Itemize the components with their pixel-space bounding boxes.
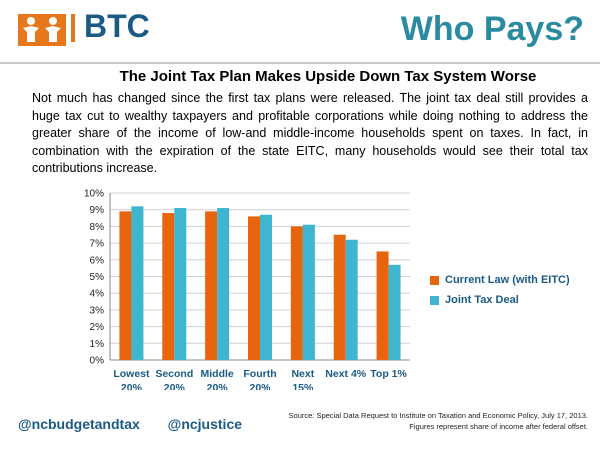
bar-current-law bbox=[205, 211, 218, 360]
x-category-label: Next bbox=[291, 368, 314, 380]
chart-legend: Current Law (with EITC) Joint Tax Deal bbox=[430, 274, 570, 314]
x-category-label: Fourth bbox=[243, 368, 276, 380]
btc-logo bbox=[14, 8, 154, 52]
header-divider bbox=[0, 62, 600, 64]
legend-item-current-law: Current Law (with EITC) bbox=[430, 274, 570, 286]
legend-item-joint-tax-deal: Joint Tax Deal bbox=[430, 294, 570, 306]
bar-current-law bbox=[333, 234, 346, 360]
bar-current-law bbox=[290, 226, 303, 360]
bar-current-law bbox=[248, 216, 260, 360]
x-category-label: Next 4% bbox=[325, 368, 367, 380]
bar-joint-tax-deal bbox=[345, 239, 358, 360]
y-tick-label: 1% bbox=[90, 339, 105, 350]
y-tick-label: 5% bbox=[90, 272, 105, 283]
y-tick-label: 8% bbox=[90, 222, 105, 233]
logo-divider bbox=[71, 14, 75, 42]
bar-current-law bbox=[162, 213, 175, 360]
source-note-line: Figures represent share of income after … bbox=[409, 422, 588, 431]
x-category-label: Middle bbox=[201, 368, 234, 380]
bar-joint-tax-deal bbox=[260, 214, 272, 360]
x-category-label: Lowest bbox=[113, 368, 150, 380]
source-note: Source: Special Data Request to Institut… bbox=[268, 410, 588, 432]
x-category-label: 20% bbox=[164, 382, 186, 390]
bar-current-law bbox=[376, 251, 389, 360]
y-tick-label: 9% bbox=[90, 205, 105, 216]
y-tick-label: 3% bbox=[90, 305, 105, 316]
x-category-label: 20% bbox=[121, 382, 143, 390]
page-subtitle: The Joint Tax Plan Makes Upside Down Tax… bbox=[119, 68, 537, 85]
x-category-label: Second bbox=[155, 368, 193, 380]
legend-label-current-law: Current Law (with EITC) bbox=[445, 274, 570, 286]
x-category-label: 20% bbox=[207, 382, 229, 390]
bar-chart: 0% 1% 2% 3% 4% 5% 6% 7% 8% 9% 10% Lowest 20% Second 20… bbox=[84, 189, 410, 390]
bar-current-law bbox=[119, 211, 132, 360]
social-handles: @ncbudgetandtax @ncjustice bbox=[18, 416, 266, 432]
bar-joint-tax-deal bbox=[131, 206, 144, 360]
source-line: Source: Special Data Request to Institut… bbox=[288, 411, 588, 420]
legend-swatch-joint-tax-deal bbox=[430, 295, 439, 305]
twitter-handle-ncjustice[interactable]: @ncjustice bbox=[167, 416, 243, 432]
page-headline: Who Pays? bbox=[400, 10, 584, 48]
body-paragraph: Not much has changed since the first tax… bbox=[32, 91, 588, 175]
logo-text: BTC bbox=[84, 8, 150, 44]
legend-swatch-current-law bbox=[430, 275, 439, 285]
bar-joint-tax-deal bbox=[302, 224, 315, 360]
bar-joint-tax-deal bbox=[174, 208, 187, 360]
bar-joint-tax-deal bbox=[217, 208, 230, 360]
y-tick-label: 0% bbox=[90, 356, 105, 367]
x-category-label: 15% bbox=[292, 382, 314, 390]
y-tick-label: 7% bbox=[90, 239, 105, 250]
x-category-label: 20% bbox=[249, 382, 271, 390]
x-category-label: Top 1% bbox=[370, 368, 407, 380]
y-tick-label: 2% bbox=[90, 322, 105, 333]
legend-label-joint-tax-deal: Joint Tax Deal bbox=[445, 294, 519, 306]
people-logo-icon bbox=[18, 14, 66, 46]
y-tick-label: 4% bbox=[90, 289, 105, 300]
bar-joint-tax-deal bbox=[388, 264, 401, 360]
y-tick-label: 10% bbox=[84, 189, 104, 200]
twitter-handle-ncbudgetandtax[interactable]: @ncbudgetandtax bbox=[18, 416, 140, 432]
y-tick-label: 6% bbox=[90, 255, 105, 266]
